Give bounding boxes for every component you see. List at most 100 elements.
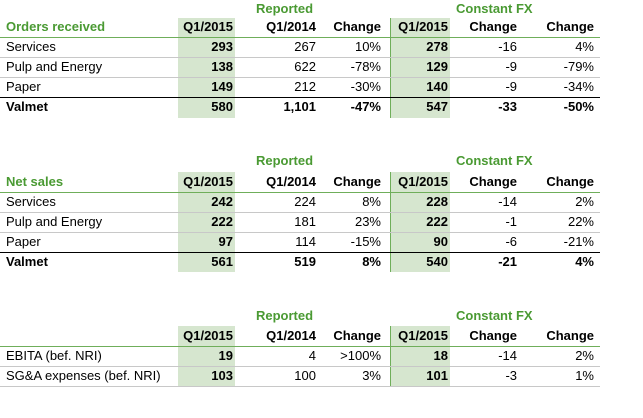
divider-vertical — [390, 172, 391, 272]
group-constant-fx-label: Constant FX — [456, 153, 533, 168]
cell: 22% — [567, 214, 594, 229]
group-reported-label: Reported — [256, 153, 314, 168]
cell: 4% — [575, 39, 594, 54]
row-label: Pulp and Energy — [6, 59, 103, 74]
cell: 293 — [211, 39, 233, 54]
cell: 101 — [426, 368, 448, 383]
header-underline — [0, 346, 600, 347]
cell: 519 — [294, 254, 316, 269]
cell: 540 — [426, 254, 448, 269]
cell: 212 — [294, 79, 316, 94]
shade-q1-2015-constant — [391, 172, 450, 272]
cell: 580 — [211, 99, 233, 114]
cell: 4 — [308, 348, 316, 363]
cell: >100% — [340, 348, 381, 363]
cell: -21 — [498, 254, 517, 269]
col-header: Q1/2014 — [266, 19, 316, 34]
cell: 181 — [294, 214, 316, 229]
cell: 8% — [362, 194, 381, 209]
header-row: Orders received Q1/2015 Q1/2014 Change Q… — [0, 17, 643, 37]
col-header: Q1/2015 — [183, 174, 233, 189]
cell: 267 — [294, 39, 316, 54]
cell: 222 — [211, 214, 233, 229]
cell: 23% — [354, 214, 381, 229]
table-row: Services 242 224 8% 228 -14 2% — [0, 192, 643, 212]
cell: -16 — [498, 39, 517, 54]
cell: -14 — [498, 348, 517, 363]
cell: -47% — [350, 99, 381, 114]
cell: 4% — [575, 254, 594, 269]
header-underline — [0, 37, 600, 38]
cell: 90 — [433, 234, 448, 249]
row-label: Valmet — [6, 254, 48, 269]
cell: 224 — [294, 194, 316, 209]
cell: 1% — [575, 368, 594, 383]
table-row: EBITA (bef. NRI) 19 4 >100% 18 -14 2% — [0, 346, 643, 366]
row-separator — [0, 77, 600, 78]
header-row: Q1/2015 Q1/2014 Change Q1/2015 Change Ch… — [0, 326, 643, 346]
cell: -30% — [350, 79, 381, 94]
cell: -15% — [350, 234, 381, 249]
table-row: SG&A expenses (bef. NRI) 103 100 3% 101 … — [0, 366, 643, 386]
col-header: Change — [469, 19, 517, 34]
cell: -21% — [563, 234, 594, 249]
cell: 10% — [354, 39, 381, 54]
table-row: Paper 97 114 -15% 90 -6 -21% — [0, 232, 643, 252]
cell: 622 — [294, 59, 316, 74]
cell: 222 — [426, 214, 448, 229]
cell: -6 — [505, 234, 517, 249]
row-label: Valmet — [6, 99, 48, 114]
col-header: Q1/2015 — [398, 19, 448, 34]
group-reported-label: Reported — [256, 308, 314, 323]
cell: 100 — [294, 368, 316, 383]
col-header: Q1/2015 — [183, 19, 233, 34]
cell: -78% — [350, 59, 381, 74]
table-row: Paper 149 212 -30% 140 -9 -34% — [0, 77, 643, 97]
row-separator — [0, 57, 600, 58]
col-header: Change — [469, 328, 517, 343]
total-separator — [0, 97, 600, 98]
row-separator — [0, 386, 600, 387]
col-header: Change — [333, 174, 381, 189]
shade-q1-2015-constant — [391, 18, 450, 118]
cell: 2% — [575, 194, 594, 209]
header-row: Net sales Q1/2015 Q1/2014 Change Q1/2015… — [0, 172, 643, 192]
cell: 561 — [211, 254, 233, 269]
col-header: Change — [333, 19, 381, 34]
shade-q1-2015-reported — [178, 18, 235, 118]
cell: 3% — [362, 368, 381, 383]
shade-q1-2015-reported — [178, 326, 235, 386]
row-label: Paper — [6, 234, 41, 249]
group-constant-fx-label: Constant FX — [456, 308, 533, 323]
total-separator — [0, 252, 600, 253]
cell: -3 — [505, 368, 517, 383]
cell: -79% — [563, 59, 594, 74]
header-underline — [0, 192, 600, 193]
row-label: Services — [6, 194, 56, 209]
cell: -34% — [563, 79, 594, 94]
total-row: Valmet 561 519 8% 540 -21 4% — [0, 252, 643, 272]
col-header: Q1/2015 — [183, 328, 233, 343]
table-title: Orders received — [6, 19, 106, 34]
col-header: Q1/2015 — [398, 174, 448, 189]
table-row: Pulp and Energy 222 181 23% 222 -1 22% — [0, 212, 643, 232]
cell: 103 — [211, 368, 233, 383]
net-sales-table: Reported Constant FX Net sales Q1/2015 Q… — [0, 152, 643, 272]
cell: 140 — [426, 79, 448, 94]
cell: 547 — [426, 99, 448, 114]
cell: 2% — [575, 348, 594, 363]
cell: 138 — [211, 59, 233, 74]
cell: -33 — [498, 99, 517, 114]
row-separator — [0, 366, 600, 367]
col-header: Change — [546, 174, 594, 189]
group-constant-fx-label: Constant FX — [456, 1, 533, 16]
col-header: Change — [469, 174, 517, 189]
table-row: Services 293 267 10% 278 -16 4% — [0, 37, 643, 57]
row-separator — [0, 232, 600, 233]
col-header: Q1/2014 — [266, 174, 316, 189]
cell: 8% — [362, 254, 381, 269]
cell: -9 — [505, 79, 517, 94]
divider-vertical — [390, 18, 391, 118]
total-row: Valmet 580 1,101 -47% 547 -33 -50% — [0, 97, 643, 117]
row-separator — [0, 212, 600, 213]
